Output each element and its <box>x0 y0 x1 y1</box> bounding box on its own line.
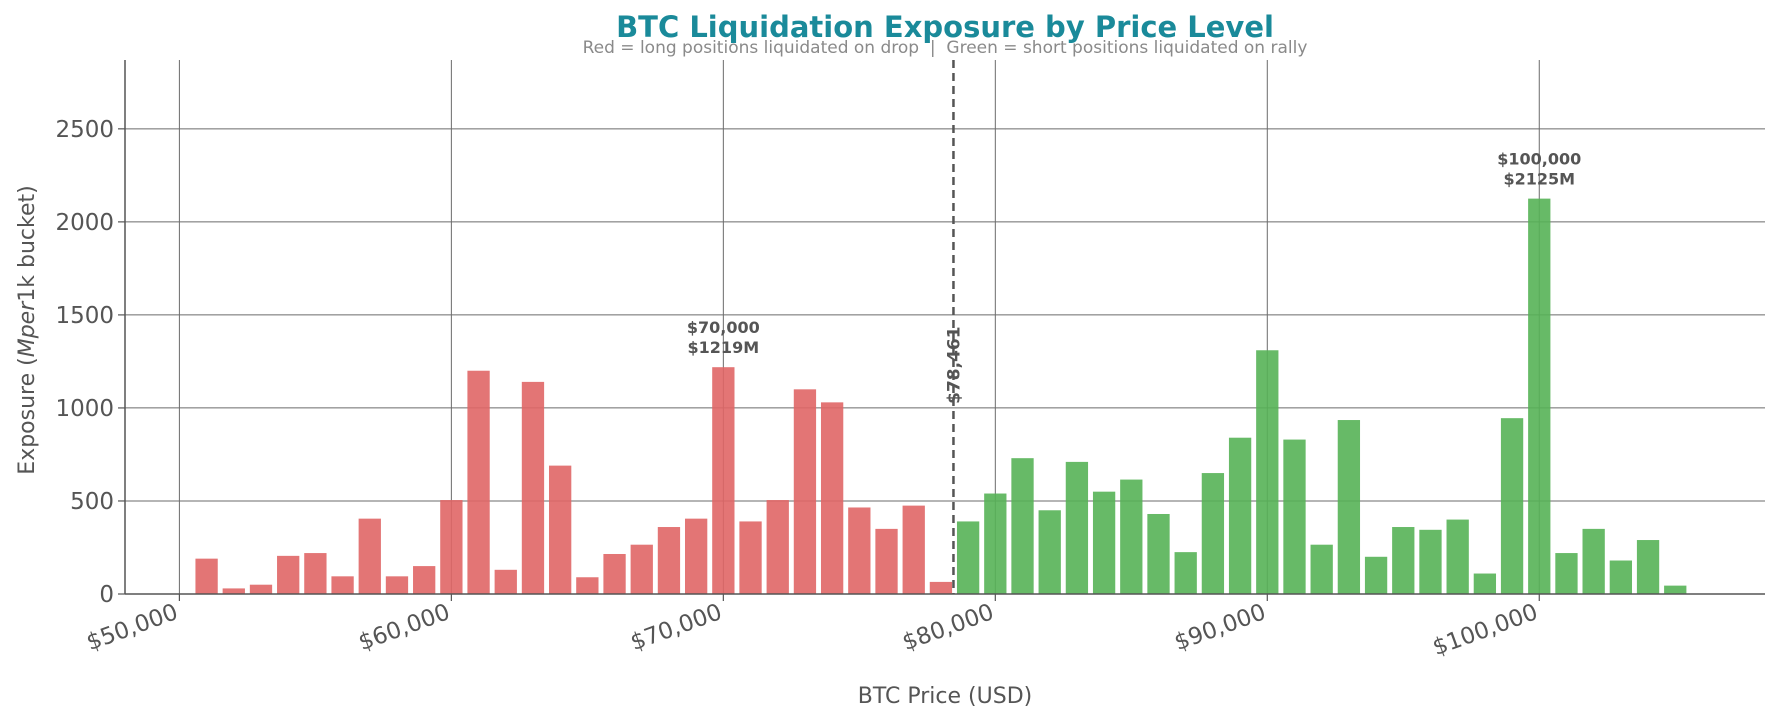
annotation-price: $70,000 <box>687 318 760 337</box>
bar <box>1147 513 1170 594</box>
bar <box>440 500 463 594</box>
axes <box>124 60 1765 595</box>
bar <box>684 518 708 594</box>
current-price-label: $78,461 <box>944 326 964 403</box>
bar <box>603 553 626 594</box>
y-tick-label: 0 <box>99 582 114 608</box>
bar <box>1174 552 1197 594</box>
bar <box>929 581 953 594</box>
bar <box>549 465 572 594</box>
bar <box>1419 529 1442 594</box>
x-tick-label: $80,000 <box>899 599 997 656</box>
annotations: $78,461 $70,000$1219M $100,000$2125M <box>687 60 1581 594</box>
bar <box>358 518 381 594</box>
bar <box>1310 544 1333 594</box>
bar <box>630 544 653 594</box>
y-tick-label: 1000 <box>55 396 114 422</box>
bar <box>494 569 517 594</box>
bar <box>413 566 436 594</box>
bar <box>331 576 354 594</box>
bar <box>1228 437 1252 594</box>
bar <box>521 381 545 594</box>
bar <box>984 493 1007 594</box>
bars <box>195 198 1687 594</box>
y-tick-label: 1500 <box>55 303 114 329</box>
bar <box>277 555 300 594</box>
bar <box>304 553 327 594</box>
y-tick-label: 2000 <box>55 210 114 236</box>
bar <box>1528 198 1551 594</box>
bar <box>766 500 789 594</box>
bar <box>848 507 871 594</box>
bar <box>1664 585 1687 594</box>
bar <box>576 577 599 594</box>
x-axis-label: BTC Price (USD) <box>858 684 1032 709</box>
bar <box>1092 491 1116 594</box>
x-tick-label: $60,000 <box>355 599 453 656</box>
x-tick-label: $70,000 <box>627 599 725 656</box>
y-axis-label: Exposure (Mper1k bucket) <box>15 185 40 474</box>
bar <box>1364 556 1388 594</box>
bar <box>956 521 980 594</box>
bar <box>195 558 218 594</box>
bar <box>902 505 925 594</box>
bar <box>793 389 817 594</box>
bar <box>385 576 409 594</box>
bar <box>820 402 844 594</box>
chart-subtitle: Red = long positions liquidated on drop … <box>583 38 1308 58</box>
annotation-price: $100,000 <box>1497 150 1581 169</box>
bar <box>1609 560 1633 594</box>
x-tick-label: $50,000 <box>83 599 181 656</box>
x-tick-label: $90,000 <box>1171 599 1269 656</box>
y-tick-label: 500 <box>70 489 114 515</box>
bar <box>875 528 898 594</box>
annotation-value: $1219M <box>688 338 760 357</box>
bar <box>1011 458 1034 594</box>
x-tick-label: $100,000 <box>1429 599 1541 661</box>
bar <box>1337 420 1361 594</box>
bar <box>1256 350 1279 594</box>
bar <box>1201 473 1225 594</box>
bar <box>1392 527 1415 594</box>
chart-title: BTC Liquidation Exposure by Price Level <box>616 10 1274 44</box>
y-tick-label: 2500 <box>55 117 114 143</box>
bar <box>1582 528 1605 594</box>
bar <box>1473 573 1497 594</box>
bar <box>1065 461 1089 594</box>
bar <box>1500 418 1524 594</box>
bar <box>1038 510 1061 594</box>
bar <box>222 588 245 594</box>
bar <box>467 370 490 594</box>
bar <box>712 367 735 594</box>
bar <box>657 527 681 594</box>
bar <box>739 521 762 594</box>
bar <box>249 584 273 594</box>
bar <box>1446 519 1469 594</box>
bar <box>1120 479 1143 594</box>
bar <box>1636 540 1660 594</box>
bar <box>1283 439 1306 594</box>
bar <box>1555 553 1578 594</box>
annotation-value: $2125M <box>1503 170 1575 189</box>
